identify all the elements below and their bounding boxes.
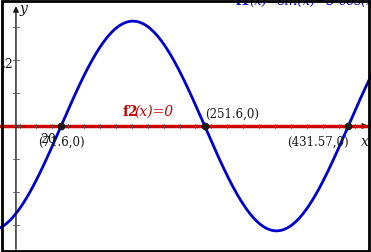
Text: (251.6,0): (251.6,0) [205,108,259,121]
Text: 20: 20 [40,133,56,146]
Text: x: x [361,135,369,149]
Text: f2: f2 [122,105,138,119]
Text: (x)=sin(x)−3·cos(x): (x)=sin(x)−3·cos(x) [250,0,371,8]
Text: .2: .2 [2,58,14,71]
Text: (x)=0: (x)=0 [134,105,173,119]
Text: (71.6,0): (71.6,0) [38,135,85,148]
Text: f1: f1 [235,0,250,8]
Text: (431.57,0): (431.57,0) [287,135,348,148]
Text: y: y [19,2,27,16]
